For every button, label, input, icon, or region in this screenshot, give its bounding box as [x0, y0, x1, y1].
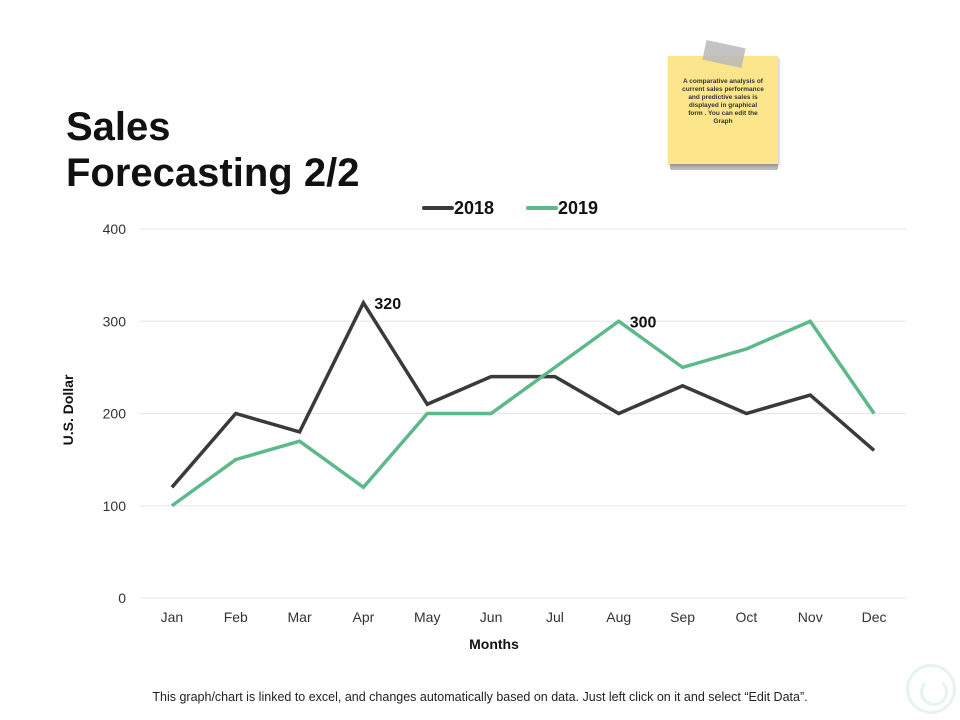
sticky-note-paper: A comparative analysis of current sales … — [668, 56, 778, 164]
legend-label-2019: 2019 — [558, 198, 598, 218]
data-point-2018[interactable] — [297, 429, 303, 435]
data-point-2019[interactable] — [552, 364, 558, 370]
x-axis-title: Months — [469, 636, 519, 652]
data-point-2019[interactable] — [424, 411, 430, 417]
y-tick-label: 200 — [103, 406, 127, 422]
data-point-2019[interactable] — [743, 346, 749, 352]
x-tick-label: May — [414, 609, 440, 625]
data-point-2019[interactable] — [488, 411, 494, 417]
x-tick-label: Sep — [670, 609, 695, 625]
x-axis-ticks: Jan Feb Mar Apr May Jun Jul Aug Sep Oct Nov Dec — [161, 609, 887, 625]
footer-note: This graph/chart is linked to excel, and… — [152, 690, 808, 704]
x-tick-label: Aug — [606, 609, 631, 625]
data-point-2018[interactable] — [360, 300, 366, 306]
line-chart[interactable]: 0 100 200 300 400 Jan Feb Mar Apr May Jun Jul Aug Se… — [0, 0, 960, 680]
x-tick-label: Jul — [546, 609, 564, 625]
y-tick-label: 0 — [118, 590, 126, 606]
title-line-2: Forecasting 2/2 — [66, 151, 360, 195]
x-tick-label: Nov — [798, 609, 823, 625]
data-point-2019[interactable] — [871, 411, 877, 417]
data-point-2019[interactable] — [360, 484, 366, 490]
series-lines — [169, 299, 877, 509]
y-axis-ticks: 0 100 200 300 400 — [103, 221, 127, 606]
x-tick-label: Apr — [353, 609, 375, 625]
sticky-note: A comparative analysis of current sales … — [668, 40, 780, 172]
y-tick-label: 400 — [103, 221, 127, 237]
data-label: 300 — [630, 314, 657, 331]
data-point-2019[interactable] — [616, 318, 622, 324]
legend-label-2018: 2018 — [454, 198, 494, 218]
y-tick-label: 100 — [103, 498, 127, 514]
page-title: Sales Forecasting 2/2 — [66, 104, 359, 196]
data-point-2018[interactable] — [616, 411, 622, 417]
data-point-2018[interactable] — [807, 392, 813, 398]
data-labels: 320 300 — [374, 296, 656, 331]
legend: 2018 2019 — [422, 198, 598, 218]
series-line-2018[interactable] — [170, 299, 876, 489]
data-point-2018[interactable] — [169, 484, 175, 490]
brand-logo-icon — [906, 664, 956, 714]
data-point-2019[interactable] — [807, 318, 813, 324]
x-tick-label: Mar — [288, 609, 312, 625]
x-tick-label: Oct — [736, 609, 758, 625]
x-tick-label: Jan — [161, 609, 184, 625]
x-tick-label: Jun — [480, 609, 503, 625]
data-point-2019[interactable] — [233, 457, 239, 463]
data-point-2019[interactable] — [297, 438, 303, 444]
data-point-2019[interactable] — [680, 364, 686, 370]
data-point-2019[interactable] — [169, 503, 175, 509]
data-point-2018[interactable] — [743, 411, 749, 417]
data-point-2018[interactable] — [488, 374, 494, 380]
gridlines — [140, 228, 906, 599]
y-axis-title: U.S. Dollar — [60, 374, 76, 445]
data-point-2018[interactable] — [871, 447, 877, 453]
data-point-2018[interactable] — [552, 374, 558, 380]
data-label: 320 — [374, 296, 401, 313]
sticky-note-shadow — [670, 162, 778, 170]
sticky-note-text: A comparative analysis of current sales … — [682, 78, 764, 125]
y-tick-label: 300 — [103, 313, 127, 329]
series-line-2019[interactable] — [170, 319, 876, 508]
data-point-2018[interactable] — [680, 383, 686, 389]
data-point-2018[interactable] — [424, 401, 430, 407]
title-line-1: Sales — [66, 105, 171, 149]
x-tick-label: Feb — [224, 609, 248, 625]
x-tick-label: Dec — [862, 609, 887, 625]
data-point-2018[interactable] — [233, 411, 239, 417]
